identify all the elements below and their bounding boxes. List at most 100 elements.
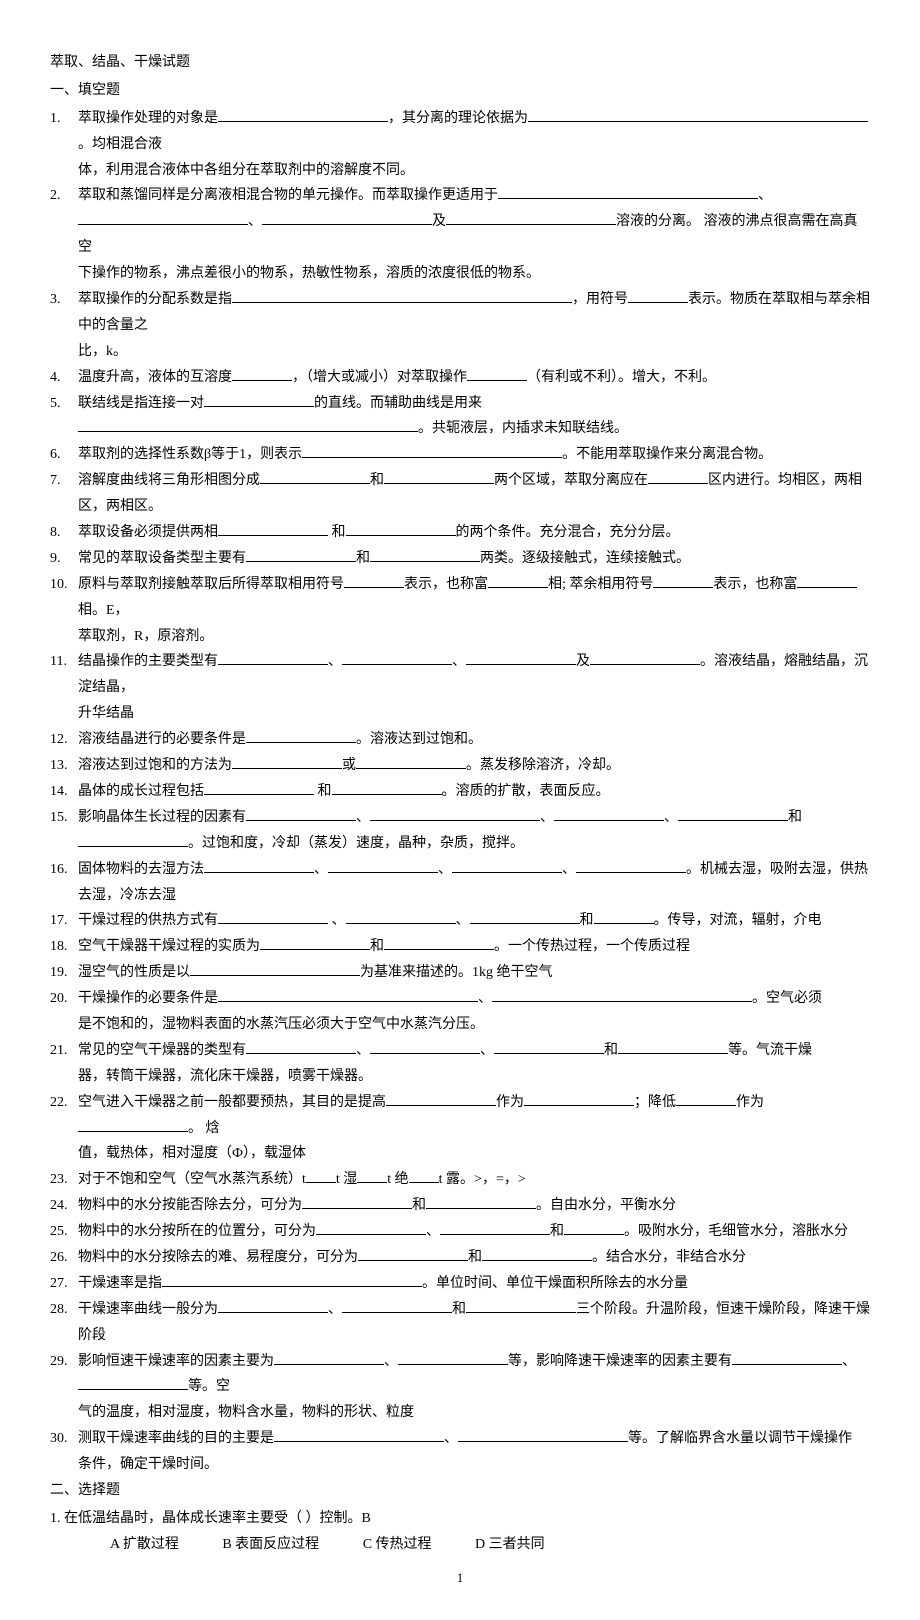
text: 表示，也称富: [404, 577, 488, 592]
q-num: 23.: [50, 1167, 78, 1193]
blank: [232, 754, 342, 769]
text: 两类。逐级接触式，连续接触式。: [480, 551, 690, 566]
q-num: 4.: [50, 365, 78, 391]
q-num: 15.: [50, 805, 78, 831]
text: 。自由水分，平衡水分: [536, 1198, 676, 1213]
text: 干燥速率曲线一般分为: [78, 1302, 218, 1317]
text: 干燥操作的必要条件是: [78, 991, 218, 1006]
question-8: 8. 萃取设备必须提供两相 和的两个条件。充分混合，充分分层。: [50, 520, 870, 546]
blank: [554, 806, 664, 821]
text: 和: [452, 1302, 466, 1317]
question-14: 14. 晶体的成长过程包括 和。溶质的扩散，表面反应。: [50, 779, 870, 805]
q-cont: 值，载热体，相对湿度（Ф），载湿体: [50, 1141, 870, 1167]
blank: [346, 521, 456, 536]
question-3: 3. 萃取操作的分配系数是指，用符号表示。物质在萃取相与萃余相中的含量之: [50, 287, 870, 339]
blank: [676, 1091, 736, 1106]
text: 、: [456, 913, 470, 928]
question-2: 2. 萃取和蒸馏同样是分离液相混合物的单元操作。而萃取操作更适用于、: [50, 183, 870, 209]
text: t 露。>，=，>: [439, 1172, 526, 1187]
blank: [370, 1039, 480, 1054]
question-28: 28. 干燥速率曲线一般分为、和三个阶段。升温阶段，恒速干燥阶段，降速干燥阶段: [50, 1297, 870, 1349]
q-body: 常见的空气干燥器的类型有、、和等。气流干燥: [78, 1038, 870, 1064]
blank: [204, 780, 314, 795]
q-num: 1.: [50, 106, 78, 132]
text: 气的温度，相对湿度，物料含水量，物料的形状、粒度: [78, 1405, 414, 1420]
blank: [232, 288, 572, 303]
section-2-title: 二、选择题: [50, 1478, 870, 1504]
text: 、: [478, 991, 492, 1006]
text: 。结合水分，非结合水分: [592, 1250, 746, 1265]
text: 或: [342, 758, 356, 773]
question-17: 17. 干燥过程的供热方式有 、、和。传导，对流，辐射，介电: [50, 908, 870, 934]
mc-options: A 扩散过程 B 表面反应过程 C 传热过程 D 三者共同: [50, 1532, 870, 1558]
blank: [594, 909, 654, 924]
text: 为基准来描述的。1kg 绝干空气: [360, 965, 553, 980]
blank: [576, 858, 686, 873]
text: 萃取剂，R，原溶剂。: [78, 629, 213, 644]
text: 是不饱和的，湿物料表面的水蒸汽压必须大于空气中水蒸汽分压。: [78, 1017, 484, 1032]
blank: [470, 909, 580, 924]
mc-option-d: D 三者共同: [475, 1532, 545, 1558]
text: 两个区域，萃取分离应在: [494, 473, 648, 488]
text: 、: [314, 862, 328, 877]
question-25: 25. 物料中的水分按所在的位置分，可分为、和。吸附水分，毛细管水分，溶胀水分: [50, 1219, 870, 1245]
blank: [678, 806, 788, 821]
text: 、: [842, 1354, 856, 1369]
text: 常见的空气干燥器的类型有: [78, 1043, 246, 1058]
blank: [628, 288, 688, 303]
blank: [357, 1168, 387, 1183]
q-body: 测取干燥速率曲线的目的主要是、等。了解临界含水量以调节干燥操作: [78, 1426, 870, 1452]
blank: [653, 573, 713, 588]
blank: [618, 1039, 728, 1054]
blank: [78, 832, 188, 847]
q-body: 干燥操作的必要条件是、。空气必须: [78, 986, 870, 1012]
q-num: 7.: [50, 468, 78, 494]
q-body: 干燥速率是指。单位时间、单位干燥面积所除去的水分量: [78, 1271, 870, 1297]
text: 、: [248, 214, 262, 229]
blank: [482, 1246, 592, 1261]
q-cont: 。共轭液层，内插求未知联结线。: [50, 416, 870, 442]
text: 萃取操作的分配系数是指: [78, 292, 232, 307]
q-cont: 器，转筒干燥器，流化床干燥器，喷雾干燥器。: [50, 1064, 870, 1090]
q-cont: 体，利用混合液体中各组分在萃取剂中的溶解度不同。: [50, 158, 870, 184]
q-num: 19.: [50, 960, 78, 986]
blank: [274, 1427, 444, 1442]
blank: [218, 107, 388, 122]
blank: [426, 1194, 536, 1209]
q-body: 空气进入干燥器之前一般都要预热，其目的是提高作为；降低作为。 焓: [78, 1090, 870, 1142]
blank: [494, 1039, 604, 1054]
q-num: 20.: [50, 986, 78, 1012]
text: （有利或不利）。增大，不利。: [527, 370, 716, 385]
blank: [218, 1298, 328, 1313]
q-cont: 是不饱和的，湿物料表面的水蒸汽压必须大于空气中水蒸汽分压。: [50, 1012, 870, 1038]
question-15: 15. 影响晶体生长过程的因素有、、、和: [50, 805, 870, 831]
blank: [564, 1220, 624, 1235]
text: t 绝: [387, 1172, 408, 1187]
q-num: 28.: [50, 1297, 78, 1323]
question-13: 13. 溶液达到过饱和的方法为或。蒸发移除溶济，冷却。: [50, 753, 870, 779]
q-num: 8.: [50, 520, 78, 546]
q-body: 干燥速率曲线一般分为、和三个阶段。升温阶段，恒速干燥阶段，降速干燥阶段: [78, 1297, 870, 1349]
q-num: 18.: [50, 934, 78, 960]
q-body: 结晶操作的主要类型有、、及。溶液结晶，熔融结晶，沉淀结晶，: [78, 649, 870, 701]
q-cont: 。过饱和度，冷却（蒸发）速度，晶种，杂质，搅拌。: [50, 831, 870, 857]
q-num: 9.: [50, 546, 78, 572]
q-num: 11.: [50, 649, 78, 675]
text: 。吸附水分，毛细管水分，溶胀水分: [624, 1224, 848, 1239]
q-num: 26.: [50, 1245, 78, 1271]
question-9: 9. 常见的萃取设备类型主要有和两类。逐级接触式，连续接触式。: [50, 546, 870, 572]
text: 值，载热体，相对湿度（Ф），载湿体: [78, 1146, 306, 1161]
q-body: 原料与萃取剂接触萃取后所得萃取相用符号表示，也称富相; 萃余相用符号表示，也称富…: [78, 572, 870, 624]
text: 测取干燥速率曲线的目的主要是: [78, 1431, 274, 1446]
question-18: 18. 空气干燥器干燥过程的实质为和。一个传热过程，一个传质过程: [50, 934, 870, 960]
text: 影响晶体生长过程的因素有: [78, 810, 246, 825]
text: 表示，也称富: [713, 577, 797, 592]
q-body: 物料中的水分按能否除去分，可分为和。自由水分，平衡水分: [78, 1193, 870, 1219]
text: 干燥过程的供热方式有: [78, 913, 218, 928]
q-num: 5.: [50, 391, 78, 417]
text: 对于不饱和空气（空气水蒸汽系统）t: [78, 1172, 306, 1187]
doc-title: 萃取、结晶、干燥试题: [50, 50, 870, 76]
text: t 湿: [336, 1172, 357, 1187]
q-body: 物料中的水分按所在的位置分，可分为、和。吸附水分，毛细管水分，溶胀水分: [78, 1219, 870, 1245]
text: 萃取操作处理的对象是: [78, 111, 218, 126]
